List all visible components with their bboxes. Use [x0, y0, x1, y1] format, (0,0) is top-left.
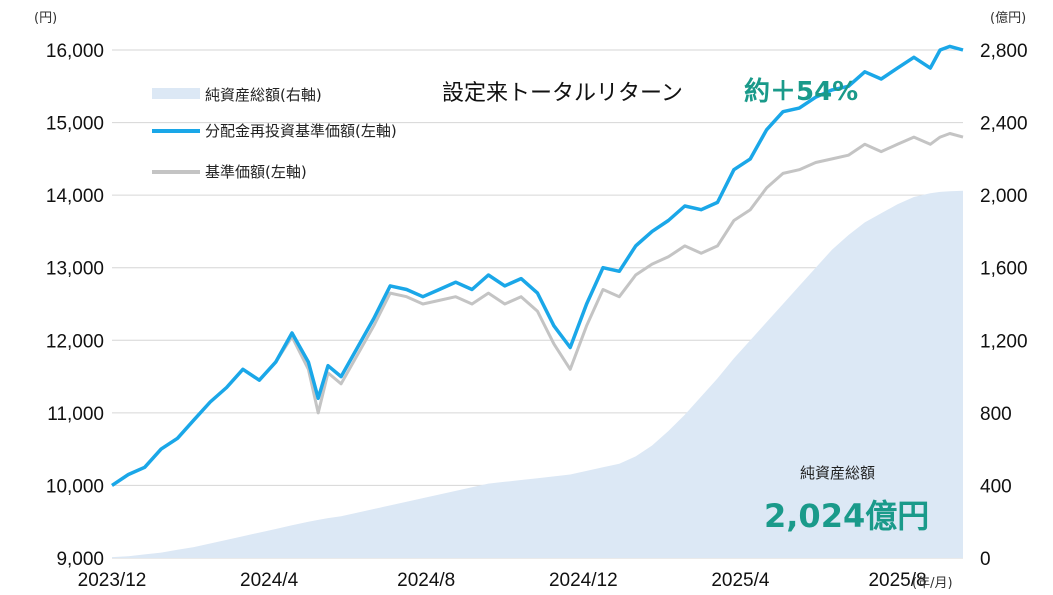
- x-axis-ticks: 2023/12 2024/4 2024/8 2024/12 2025/4 2025/8: [78, 570, 927, 591]
- left-tick-label: 9,000: [56, 549, 104, 570]
- right-tick-label: 2,000: [980, 186, 1028, 207]
- legend-label-net-assets: 純資産総額(右軸): [205, 86, 322, 104]
- x-tick-label: 2024/8: [397, 570, 455, 591]
- left-tick-label: 11,000: [47, 404, 104, 425]
- x-tick-label: 2024/4: [240, 570, 299, 591]
- right-tick-label: 2,800: [980, 41, 1028, 62]
- right-tick-label: 800: [980, 404, 1012, 425]
- left-tick-label: 13,000: [46, 259, 104, 280]
- left-axis-unit: (円): [34, 11, 57, 26]
- reinvest-price-line: [111, 44, 964, 487]
- chart-title: 設定来トータルリターン: [442, 81, 683, 106]
- x-tick-label: 2025/8: [868, 570, 926, 591]
- left-axis-ticks: 9,000 10,000 11,000 12,000 13,000 14,000 15,00…: [46, 41, 104, 570]
- left-tick-label: 10,000: [46, 476, 104, 497]
- right-tick-label: 1,200: [980, 331, 1028, 352]
- legend-swatch-net-assets: [152, 88, 200, 99]
- left-tick-label: 12,000: [46, 331, 104, 352]
- x-tick-label: 2025/4: [711, 570, 770, 591]
- right-tick-label: 1,600: [980, 259, 1028, 280]
- right-axis-unit: (億円): [990, 10, 1026, 26]
- legend-label-base: 基準価額(左軸): [205, 163, 307, 181]
- net-assets-label: 純資産総額: [800, 464, 875, 482]
- right-tick-label: 2,400: [980, 114, 1028, 135]
- x-tick-label: 2023/12: [78, 570, 147, 591]
- left-tick-label: 16,000: [46, 41, 104, 62]
- gridlines: [112, 49, 963, 559]
- x-axis-unit: (年/月): [912, 576, 953, 591]
- net-assets-area: [112, 190, 963, 559]
- legend-label-reinvest: 分配金再投資基準価額(左軸): [205, 122, 397, 140]
- legend: 純資産総額(右軸) 分配金再投資基準価額(左軸) 基準価額(左軸): [152, 86, 397, 181]
- right-tick-label: 400: [980, 476, 1012, 497]
- net-assets-value: 2,024億円: [764, 497, 929, 535]
- x-tick-label: 2024/12: [549, 570, 618, 591]
- left-tick-label: 15,000: [46, 114, 104, 135]
- right-axis-ticks: 0 400 800 1,200 1,600 2,000 2,400 2,800: [980, 41, 1028, 570]
- left-tick-label: 14,000: [46, 186, 104, 207]
- right-tick-label: 0: [980, 549, 991, 570]
- total-return-value: 約＋54%: [744, 76, 858, 107]
